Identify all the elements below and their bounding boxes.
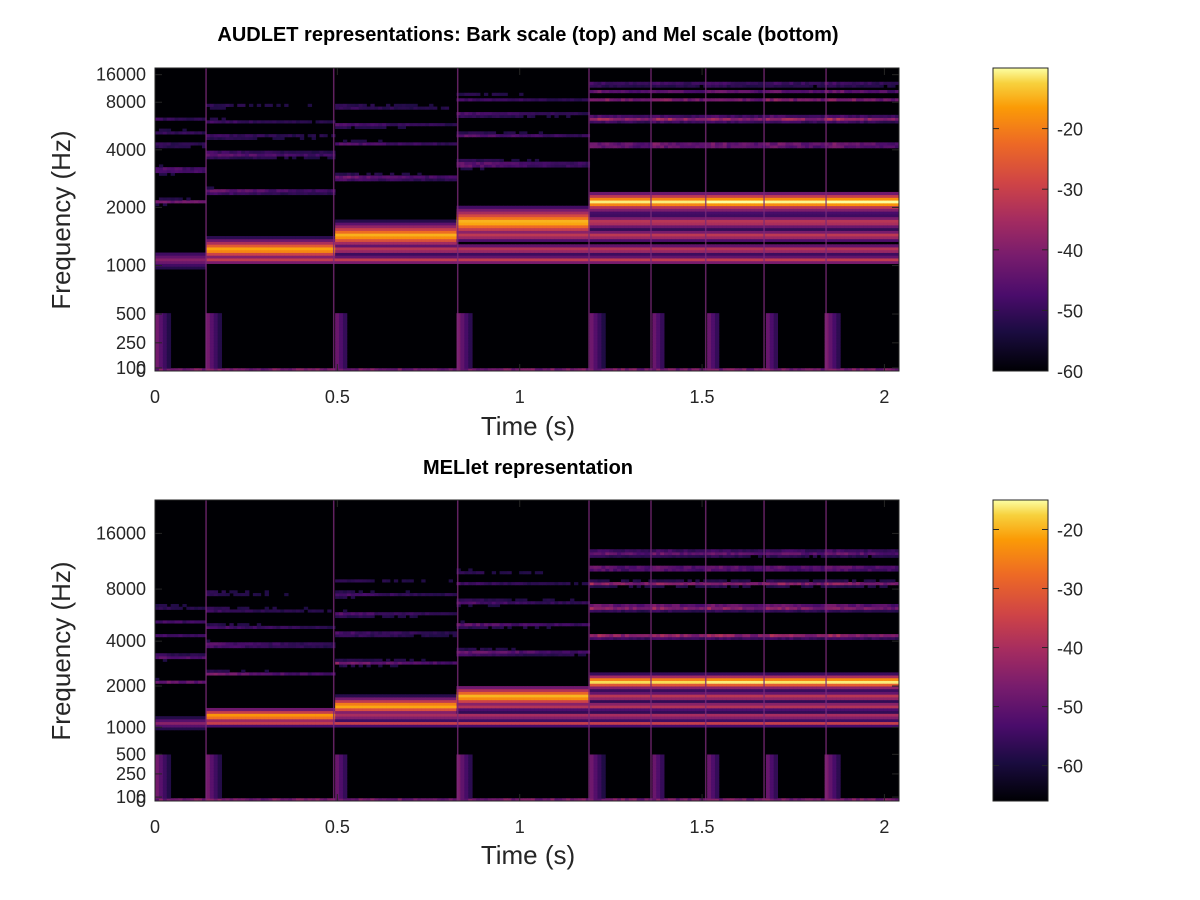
x-tick-label: 1.5 bbox=[690, 387, 715, 407]
y-tick-label: 0 bbox=[136, 791, 146, 811]
bottom-colorbar-ticks: -20 -30 -40 -50 -60 bbox=[993, 521, 1083, 777]
top-spectrogram bbox=[155, 68, 900, 372]
colorbar-tick-label: -30 bbox=[1057, 180, 1083, 200]
bottom-x-label: Time (s) bbox=[481, 840, 575, 870]
y-tick-label: 8000 bbox=[106, 92, 146, 112]
bottom-title: MELlet representation bbox=[423, 457, 633, 479]
colorbar-tick-label: -20 bbox=[1057, 120, 1083, 140]
y-tick-label: 250 bbox=[116, 333, 146, 353]
colorbar-tick-label: -40 bbox=[1057, 241, 1083, 261]
bottom-axes-box bbox=[154, 499, 900, 802]
top-title: AUDLET representations: Bark scale (top)… bbox=[217, 24, 838, 46]
y-tick-label: 1000 bbox=[106, 717, 146, 737]
colorbar-tick-label: -30 bbox=[1057, 580, 1083, 600]
top-x-label: Time (s) bbox=[481, 411, 575, 441]
y-tick-label: 2000 bbox=[106, 197, 146, 217]
top-panel: AUDLET representations: Bark scale (top)… bbox=[46, 24, 1083, 441]
top-colorbar-ticks: -20 -30 -40 -50 -60 bbox=[993, 120, 1083, 382]
colorbar-tick-label: -50 bbox=[1057, 301, 1083, 321]
y-tick-label: 4000 bbox=[106, 140, 146, 160]
y-tick-label: 16000 bbox=[96, 65, 146, 85]
bottom-y-label: Frequency (Hz) bbox=[46, 561, 76, 740]
x-tick-label: 0.5 bbox=[325, 387, 350, 407]
x-tick-label: 1.5 bbox=[690, 817, 715, 837]
colorbar-tick-label: -60 bbox=[1057, 362, 1083, 382]
top-x-ticks: 0 0.5 1 1.5 2 bbox=[150, 68, 889, 407]
x-tick-label: 0 bbox=[150, 817, 160, 837]
x-tick-label: 2 bbox=[879, 817, 889, 837]
y-tick-label: 8000 bbox=[106, 579, 146, 599]
bottom-colorbar bbox=[992, 499, 1049, 802]
y-tick-label: 500 bbox=[116, 744, 146, 764]
top-y-label: Frequency (Hz) bbox=[46, 130, 76, 309]
colorbar-tick-label: -60 bbox=[1057, 757, 1083, 777]
y-tick-label: 100 bbox=[116, 787, 146, 807]
x-tick-label: 0 bbox=[150, 387, 160, 407]
x-tick-label: 1 bbox=[515, 817, 525, 837]
y-tick-label: 4000 bbox=[106, 631, 146, 651]
y-tick-label: 1000 bbox=[106, 256, 146, 276]
y-tick-label: 0 bbox=[136, 361, 146, 381]
x-tick-label: 2 bbox=[879, 387, 889, 407]
x-tick-label: 0.5 bbox=[325, 817, 350, 837]
y-tick-label: 100 bbox=[116, 358, 146, 378]
top-colorbar bbox=[992, 67, 1049, 372]
top-axes-box bbox=[154, 67, 900, 372]
y-tick-label: 16000 bbox=[96, 523, 146, 543]
y-tick-label: 2000 bbox=[106, 676, 146, 696]
colorbar-tick-label: -20 bbox=[1057, 521, 1083, 541]
colorbar-tick-label: -40 bbox=[1057, 639, 1083, 659]
colorbar-tick-label: -50 bbox=[1057, 698, 1083, 718]
y-tick-label: 250 bbox=[116, 764, 146, 784]
y-tick-label: 500 bbox=[116, 304, 146, 324]
x-tick-label: 1 bbox=[515, 387, 525, 407]
bottom-spectrogram bbox=[155, 500, 900, 802]
bottom-x-ticks: 0 0.5 1 1.5 2 bbox=[150, 500, 889, 837]
